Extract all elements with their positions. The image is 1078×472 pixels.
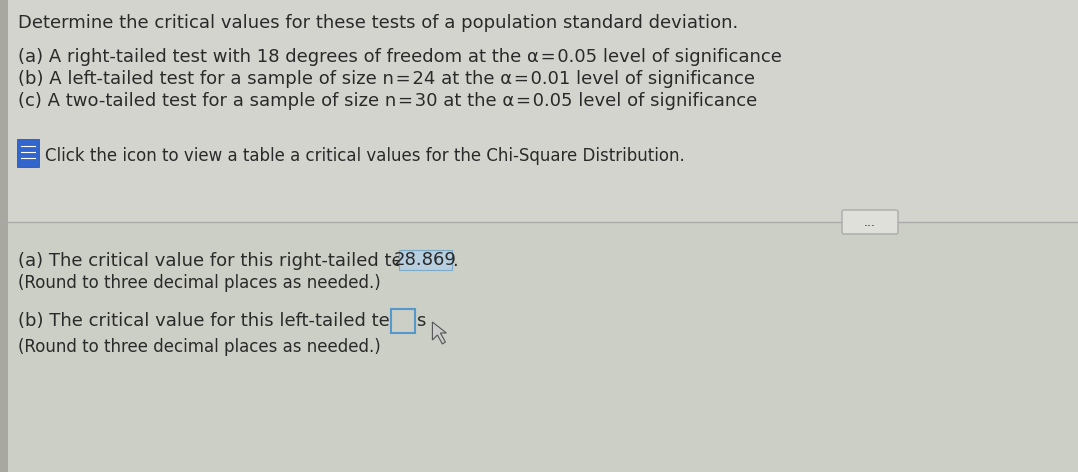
Text: (b) A left-tailed test for a sample of size n = 24 at the α = 0.01 level of sign: (b) A left-tailed test for a sample of s… [18,70,755,88]
Text: Determine the critical values for these tests of a population standard deviation: Determine the critical values for these … [18,14,738,32]
Text: (Round to three decimal places as needed.): (Round to three decimal places as needed… [18,338,381,356]
Text: .: . [452,252,457,270]
Text: (Round to three decimal places as needed.): (Round to three decimal places as needed… [18,274,381,292]
Text: 28.869: 28.869 [393,251,457,269]
FancyBboxPatch shape [399,250,452,270]
FancyBboxPatch shape [391,309,415,333]
Bar [0,222,1078,472]
Bar [0,0,1078,222]
Text: (a) A right-tailed test with 18 degrees of freedom at the α = 0.05 level of sign: (a) A right-tailed test with 18 degrees … [18,48,782,66]
Text: ...: ... [863,216,876,228]
Polygon shape [432,322,446,344]
Text: (c) A two-tailed test for a sample of size n = 30 at the α = 0.05 level of signi: (c) A two-tailed test for a sample of si… [18,92,757,110]
FancyBboxPatch shape [17,139,39,167]
Bar [0,0,8,472]
Text: (b) The critical value for this left-tailed test is: (b) The critical value for this left-tai… [18,312,432,330]
Text: Click the icon to view a table a critical values for the Chi-Square Distribution: Click the icon to view a table a critica… [45,147,685,165]
Text: (a) The critical value for this right-tailed test is: (a) The critical value for this right-ta… [18,252,445,270]
FancyBboxPatch shape [842,210,898,234]
